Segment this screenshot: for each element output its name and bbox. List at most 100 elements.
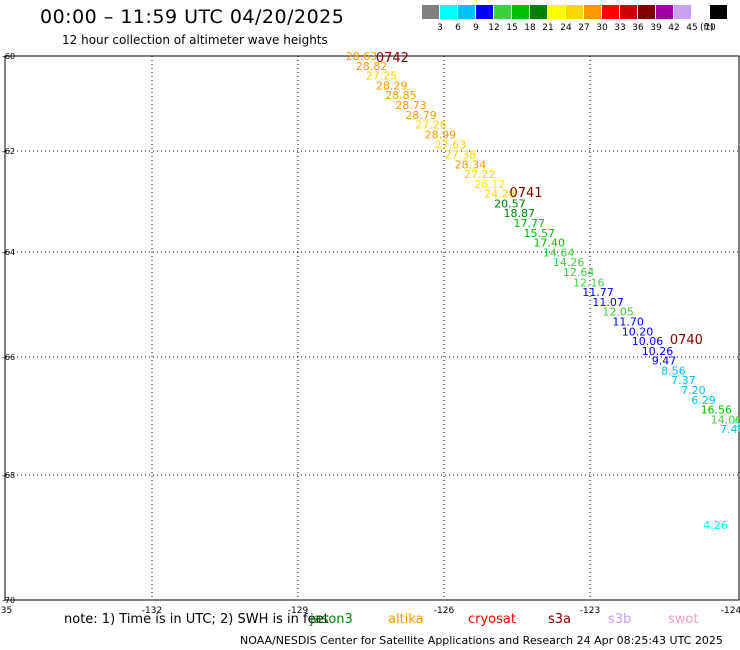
wave-height-value: 7.20 [681,384,706,397]
wave-height-value: 28.63 [346,50,378,63]
x-tick-label: -124 [721,606,740,616]
wave-height-value: 5.89 [733,417,740,430]
satellite-jason3: jason3 [310,612,353,627]
wave-height-value: 28.29 [376,79,408,92]
y-tick-label: -60 [2,52,15,61]
y-tick-label: -70 [2,596,15,605]
wave-height-value: 28.73 [395,99,427,112]
color-scale-label: 36 [632,23,644,33]
color-scale-label: 33 [614,23,626,33]
color-scale-unit: (ft) [700,23,714,33]
color-swatch [458,5,475,19]
wave-height-value: 28.99 [425,128,457,141]
wave-height-value: 14.06 [711,413,740,426]
wave-height-value: 27.25 [366,70,398,83]
wave-height-value: 18.87 [503,207,535,220]
wave-height-value: 12.16 [573,276,605,289]
y-tick-label: -62 [2,147,15,156]
wave-height-value: 28.34 [455,158,487,171]
wave-height-value: 7.46 [720,423,740,436]
color-scale-label: 12 [488,23,500,33]
x-tick-label: -132 [142,606,162,616]
footer-note: note: 1) Time is in UTC; 2) SWH is in fe… [64,612,329,627]
wave-height-value: 10.20 [622,325,654,338]
y-tick-label: -66 [2,353,15,362]
color-swatch [548,5,565,19]
wave-height-value: 7.37 [671,374,696,387]
wave-height-value: 27.26 [415,119,447,132]
wave-height-value: 20.57 [494,197,526,210]
color-swatch [710,5,727,19]
color-swatch [620,5,637,19]
wave-height-value: 14.64 [543,246,575,259]
color-swatch [494,5,511,19]
wave-height-value: 4.26 [703,519,728,532]
wave-height-value: 10.26 [642,345,674,358]
wave-height-value: 27.63 [435,139,467,152]
wave-height-value: 17.77 [513,217,545,230]
color-scale-label: 21 [542,23,554,33]
color-scale-label: 6 [455,23,461,33]
y-tick-label: -64 [2,248,15,257]
color-scale-label: 15 [506,23,518,33]
color-swatch [440,5,457,19]
wave-height-value: 11.77 [582,286,614,299]
satellite-altika: altika [388,612,424,627]
wave-height-value: 28.85 [385,89,417,102]
color-scale-label: 30 [596,23,608,33]
color-scale-label: 18 [524,23,536,33]
wave-height-value: 26.12 [474,178,506,191]
color-swatch [692,5,709,19]
wave-height-value: 24.28 [484,188,516,201]
color-swatch [512,5,529,19]
credit-line: NOAA/NESDIS Center for Satellite Applica… [240,634,723,647]
plot-frame [4,55,740,601]
color-scale-label: 27 [578,23,590,33]
pass-time-label: 0742 [376,51,409,66]
color-scale-label: 70 [704,23,716,33]
color-swatch [656,5,673,19]
color-swatch [638,5,655,19]
satellite-s3a: s3a [548,612,572,627]
pass-time-label: 0741 [509,186,542,201]
pass-time-label: 0740 [670,333,703,348]
satellite-swot: swot [668,612,699,627]
color-scale-label: 39 [650,23,662,33]
y-tick-label: -68 [2,471,15,480]
x-tick-label: -135 [0,606,12,616]
wave-height-value: 12.05 [602,306,634,319]
wave-height-value: 12.64 [563,266,595,279]
color-scale-label: 42 [668,23,680,33]
color-swatch [476,5,493,19]
wave-height-value: 14.26 [553,256,585,269]
wave-height-value: 10.06 [632,335,664,348]
wave-height-value: 8.56 [661,364,686,377]
color-swatch [584,5,601,19]
wave-height-value: 27.38 [445,148,477,161]
wave-height-value: 11.07 [592,296,624,309]
color-swatch [674,5,691,19]
wave-height-value: 27.22 [464,168,496,181]
color-scale-label: 45 [686,23,698,33]
wave-height-value: 15.57 [524,227,556,240]
wave-height-value: 28.79 [405,109,437,122]
wave-height-value: 16.56 [701,404,733,417]
wave-height-value: 28.82 [356,60,388,73]
color-swatch [602,5,619,19]
x-tick-label: -123 [580,606,600,616]
color-scale-label: 3 [437,23,443,33]
color-swatch [530,5,547,19]
chart-subtitle: 12 hour collection of altimeter wave hei… [62,33,328,47]
x-tick-label: -126 [434,606,455,616]
satellite-s3b: s3b [608,612,632,627]
color-scale-label: 9 [473,23,479,33]
wave-height-value: 9.47 [652,355,677,368]
wave-height-value: 6.29 [691,394,716,407]
color-scale-label: 24 [560,23,572,33]
wave-height-value: 11.70 [612,315,644,328]
color-swatch [422,5,439,19]
satellite-cryosat: cryosat [468,612,516,627]
x-tick-label: -129 [288,606,309,616]
color-swatch [566,5,583,19]
